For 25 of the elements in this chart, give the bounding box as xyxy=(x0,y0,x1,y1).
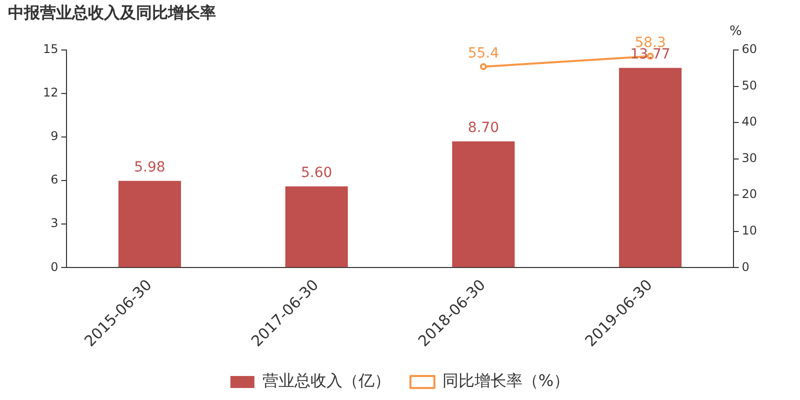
data-label: 5.60 xyxy=(300,165,332,182)
bar xyxy=(118,180,181,268)
chart-title: 中报营业总收入及同比增长率 xyxy=(8,3,216,24)
y-tick-label: 0 xyxy=(50,260,58,274)
y-tick-label: 9 xyxy=(50,129,58,144)
y2-tick-label: 60 xyxy=(742,42,758,56)
data-label: 8.70 xyxy=(468,120,500,136)
y2-tick-label: 40 xyxy=(742,114,758,129)
y-tick-label: 15 xyxy=(42,42,58,56)
y2-axis-title: % xyxy=(730,24,742,39)
bar xyxy=(619,68,682,268)
y-tick-label: 12 xyxy=(42,86,58,100)
y-tick-label: 3 xyxy=(50,216,58,230)
y2-tick-label: 30 xyxy=(742,150,758,165)
legend-label: 同比增长率（%） xyxy=(442,371,570,390)
data-label: 55.4 xyxy=(468,45,500,62)
bar xyxy=(452,141,515,268)
y2-tick-label: 20 xyxy=(742,187,758,202)
y2-tick-label: 0 xyxy=(742,260,750,274)
y2-tick-label: 10 xyxy=(742,223,758,238)
y-tick-label: 6 xyxy=(50,172,58,187)
bar xyxy=(285,186,348,268)
legend-label: 营业总收入（亿） xyxy=(262,371,390,390)
y2-tick-label: 50 xyxy=(742,78,758,92)
data-label: 5.98 xyxy=(134,160,166,176)
